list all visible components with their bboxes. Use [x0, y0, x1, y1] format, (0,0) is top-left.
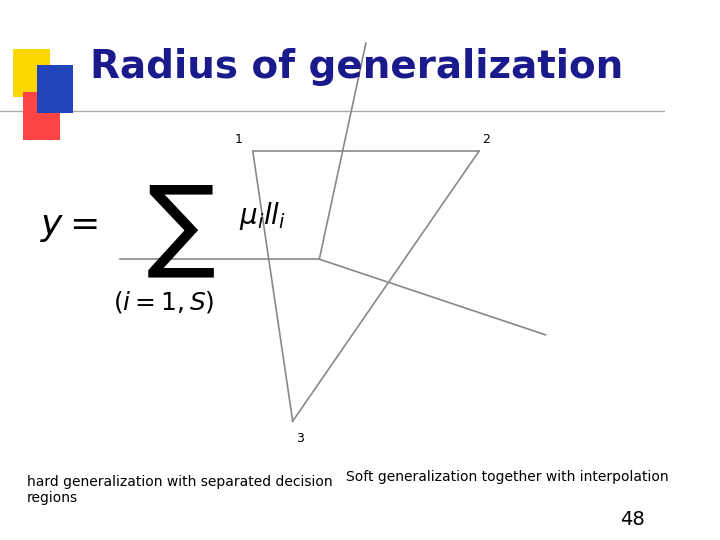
Text: Radius of generalization: Radius of generalization [90, 49, 623, 86]
Text: $\sum$: $\sum$ [146, 184, 215, 280]
Text: 1: 1 [235, 133, 243, 146]
Text: 3: 3 [296, 432, 304, 445]
Text: $(i=1,S)$: $(i=1,S)$ [113, 289, 215, 315]
Text: 48: 48 [621, 510, 645, 529]
Text: $y =$: $y =$ [40, 210, 98, 244]
Text: 2: 2 [482, 133, 490, 146]
Text: hard generalization with separated decision
regions: hard generalization with separated decis… [27, 475, 332, 505]
Text: Soft generalization together with interpolation: Soft generalization together with interp… [346, 470, 669, 484]
FancyBboxPatch shape [13, 49, 50, 97]
FancyBboxPatch shape [23, 92, 60, 140]
Text: $\mu_i ll_i$: $\mu_i ll_i$ [240, 200, 287, 232]
FancyBboxPatch shape [37, 65, 73, 113]
